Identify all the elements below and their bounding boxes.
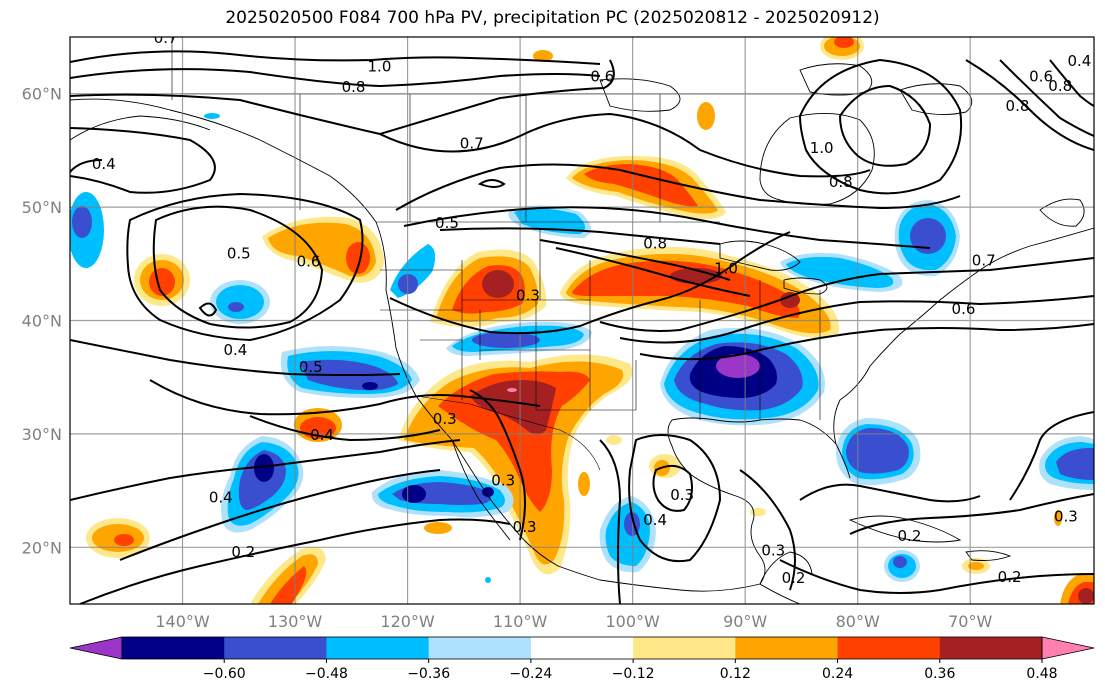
contour-label: 0.3 [433,410,457,428]
colorbar-tick-label: −0.60 [203,666,246,682]
contour-label: 0.4 [92,155,116,173]
colorbar-segment [939,637,1043,659]
lat-tick-label: 20°N [22,538,62,557]
lon-tick-label: 90°W [723,612,767,631]
contour-label: 1.0 [368,57,392,75]
contour-label: 0.8 [1048,77,1072,95]
contour-label: 0.8 [342,78,366,96]
contour-label: 0.2 [782,569,806,587]
colorbar-segment [224,637,327,659]
contour-label: 0.2 [998,568,1022,586]
colorbar-segment [633,637,736,659]
contour-label: 0.4 [209,488,233,506]
colorbar-tick-label: −0.36 [407,666,450,682]
lon-tick-label: 140°W [155,612,210,631]
contour-label: 0.8 [643,234,667,252]
colorbar: −0.60 −0.48 −0.36 −0.24 −0.12 0.12 0.24 0.36 0.4… [69,636,1095,682]
lon-tick-label: 130°W [268,612,323,631]
contour-label: 0.8 [1006,97,1030,115]
pv-contours [70,50,1094,604]
colorbar-tick-label: −0.24 [509,666,552,682]
lat-tick-label: 30°N [22,425,62,444]
colorbar-segment [530,637,634,659]
contour-label: 0.5 [299,358,323,376]
contour-label: 0.6 [297,253,321,271]
gridlines [70,37,1094,604]
colorbar-tick-label: 0.12 [720,666,751,682]
lat-tick-label: 40°N [22,312,62,331]
contour-label: 1.0 [810,139,834,157]
contour-label: 1.0 [714,259,738,277]
contour-label: 0.4 [643,511,667,529]
contour-label: 0.7 [154,29,178,47]
colorbar-tick-label: 0.36 [924,666,955,682]
contour-label: 0.4 [223,341,247,359]
contour-label: 0.7 [972,251,996,269]
map-frame [69,36,1095,605]
colorbar-segment [837,637,941,659]
contour-label: 0.3 [1054,508,1078,526]
colorbar-segment [326,637,430,659]
lon-tick-label: 70°W [948,612,992,631]
colorbar-tick-label: −0.48 [305,666,348,682]
contour-labels: 1.00.80.60.70.40.70.50.60.50.81.00.30.40… [92,29,1091,587]
colorbar-segment [122,637,225,659]
lat-tick-label: 50°N [22,198,62,217]
colorbar-frame [121,636,1043,660]
precipitation-shading [70,37,1094,604]
contour-label: 0.6 [952,300,976,318]
contour-label: 0.8 [829,173,853,191]
contour-label: 0.3 [761,542,785,560]
contour-label: 0.4 [1067,52,1091,70]
contour-label: 0.3 [491,471,515,489]
contour-label: 0.2 [898,527,922,545]
colorbar-segment [428,637,532,659]
colorbar-segment [735,637,839,659]
colorbar-tick-label: 0.24 [822,666,853,682]
contour-label: 0.3 [670,486,694,504]
colorbar-tick-label: 0.48 [1026,666,1057,682]
contour-label: 0.5 [227,245,251,263]
contour-label: 0.4 [310,426,334,444]
contour-label: 0.7 [460,135,484,153]
map-title: 2025020500 F084 700 hPa PV, precipitatio… [225,8,880,28]
contour-label: 0.6 [590,68,614,86]
map-panel: 1.00.80.60.70.40.70.50.60.50.81.00.30.40… [69,29,1095,605]
contour-label: 0.2 [231,543,255,561]
contour-label: 0.3 [513,518,537,536]
lon-tick-label: 100°W [605,612,660,631]
contour-label: 0.6 [1029,68,1053,86]
lon-tick-label: 110°W [493,612,548,631]
colorbar-tick-label: −0.12 [612,666,655,682]
lon-tick-label: 80°W [836,612,880,631]
contour-label: 0.5 [435,214,459,232]
colorbar-extend-high [1041,636,1095,660]
latitude-axis: 20°N 30°N 40°N 50°N 60°N [22,85,62,558]
lat-tick-label: 60°N [22,85,62,104]
longitude-axis: 140°W 130°W 120°W 110°W 100°W 90°W 80°W 70°W [155,612,992,631]
lon-tick-label: 120°W [380,612,435,631]
colorbar-extend-low [69,636,123,660]
contour-label: 0.3 [516,287,540,305]
